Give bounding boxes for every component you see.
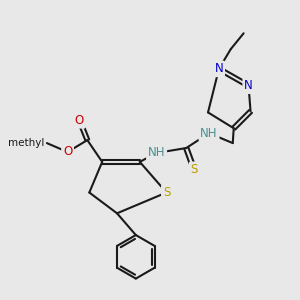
Text: N: N <box>244 79 253 92</box>
Text: methyl: methyl <box>8 138 45 148</box>
Text: S: S <box>163 186 170 199</box>
Text: O: O <box>63 146 72 158</box>
Text: NH: NH <box>200 127 218 140</box>
Text: O: O <box>75 114 84 127</box>
Text: NH: NH <box>148 146 165 160</box>
Text: N: N <box>214 62 223 75</box>
Text: S: S <box>190 163 198 176</box>
